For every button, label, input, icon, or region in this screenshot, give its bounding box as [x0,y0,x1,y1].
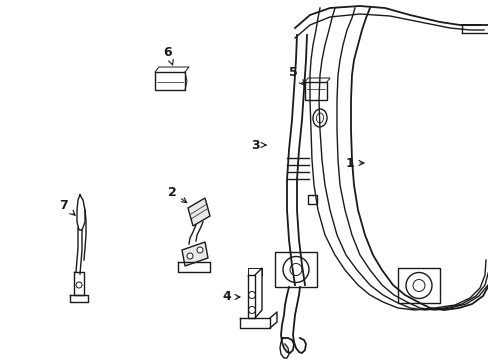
Circle shape [412,279,424,292]
Circle shape [186,253,193,259]
Bar [305,82,326,100]
Text: 1: 1 [345,157,363,170]
Circle shape [248,292,255,298]
Circle shape [289,264,302,275]
Circle shape [248,306,255,314]
Text: 6: 6 [163,45,173,65]
Text: 5: 5 [288,66,304,85]
Ellipse shape [316,113,323,123]
Bar [397,268,439,303]
Text: 2: 2 [167,185,186,203]
Bar [155,72,184,90]
Text: 4: 4 [222,291,240,303]
Circle shape [283,256,308,283]
Polygon shape [187,198,209,226]
Circle shape [76,282,82,288]
Polygon shape [182,242,207,266]
Bar [274,252,316,287]
Circle shape [405,273,431,298]
Text: 3: 3 [250,139,265,152]
Ellipse shape [312,109,326,127]
Circle shape [197,247,203,253]
Text: 7: 7 [60,198,75,215]
